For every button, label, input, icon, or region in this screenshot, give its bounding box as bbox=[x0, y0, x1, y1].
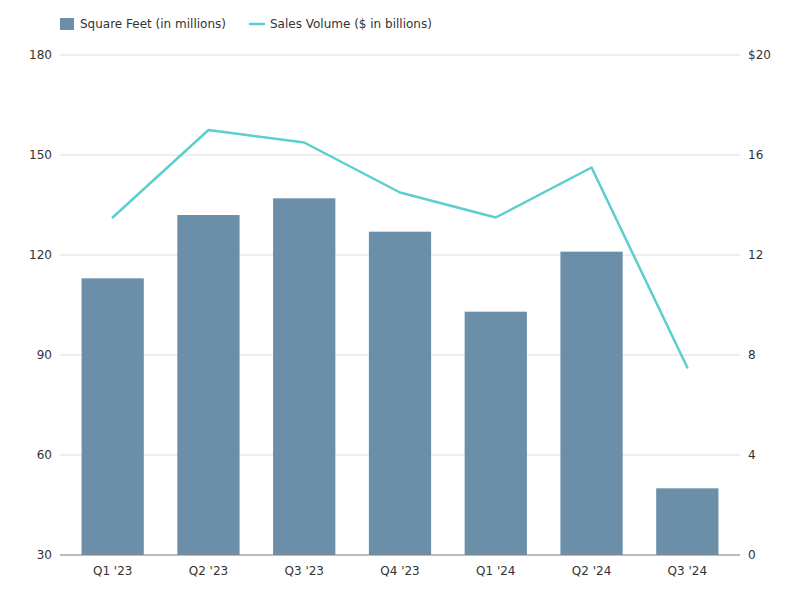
chart-container: 30 60 90 120 150 180 0 4 8 12 16 $20 Q1 '23 Q2 '23 Q3 … bbox=[0, 0, 800, 600]
x-tick-label: Q4 '23 bbox=[380, 564, 419, 578]
y-tick-label: 30 bbox=[37, 548, 52, 562]
x-tick-label: Q1 '24 bbox=[476, 564, 515, 578]
x-tick-label: Q1 '23 bbox=[93, 564, 132, 578]
bar bbox=[177, 215, 239, 555]
legend: Square Feet (in millions) Sales Volume ($… bbox=[60, 17, 432, 31]
y-tick-label: 180 bbox=[29, 48, 52, 62]
y-tick-label: 90 bbox=[37, 348, 52, 362]
y-tick-label: 120 bbox=[29, 248, 52, 262]
legend-label: Sales Volume ($ in billions) bbox=[270, 17, 432, 31]
x-axis-line bbox=[60, 555, 740, 556]
x-tick-label: Q2 '24 bbox=[572, 564, 611, 578]
legend-item: Sales Volume ($ in billions) bbox=[250, 17, 432, 31]
y-tick-label: 150 bbox=[29, 148, 52, 162]
bar bbox=[369, 232, 431, 555]
y2-tick-label: 8 bbox=[748, 348, 756, 362]
bar bbox=[560, 252, 622, 555]
grid bbox=[60, 55, 740, 555]
legend-label: Square Feet (in millions) bbox=[80, 17, 226, 31]
y2-tick-label: 16 bbox=[748, 148, 763, 162]
x-tick-label: Q3 '24 bbox=[668, 564, 707, 578]
legend-item: Square Feet (in millions) bbox=[60, 17, 226, 31]
y2-tick-label: 4 bbox=[748, 448, 756, 462]
bar bbox=[465, 312, 527, 555]
legend-swatch bbox=[250, 23, 264, 26]
x-tick-label: Q3 '23 bbox=[284, 564, 323, 578]
grid-line bbox=[60, 155, 740, 156]
bar bbox=[656, 488, 718, 555]
line bbox=[113, 130, 688, 368]
y2-tick-label: 0 bbox=[748, 548, 756, 562]
grid-line bbox=[60, 55, 740, 56]
plot-area bbox=[82, 130, 719, 555]
chart: 30 60 90 120 150 180 0 4 8 12 16 $20 Q1 '23 Q2 '23 Q3 … bbox=[0, 0, 800, 600]
legend-swatch bbox=[60, 18, 74, 30]
y2-tick-label: $20 bbox=[748, 48, 771, 62]
bar bbox=[82, 278, 144, 555]
y2-tick-label: 12 bbox=[748, 248, 763, 262]
x-tick-label: Q2 '23 bbox=[189, 564, 228, 578]
bar bbox=[273, 198, 335, 555]
y-tick-label: 60 bbox=[37, 448, 52, 462]
grid-line bbox=[60, 555, 740, 556]
